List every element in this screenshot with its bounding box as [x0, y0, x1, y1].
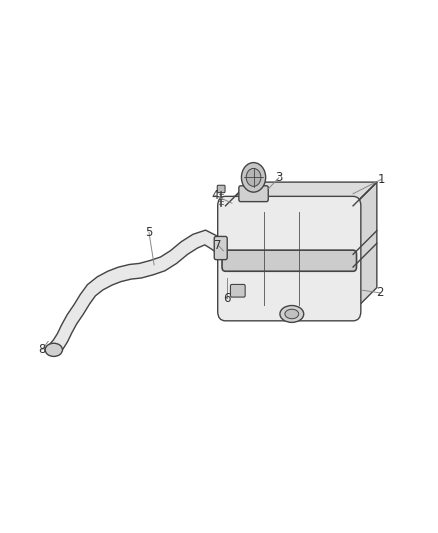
FancyBboxPatch shape — [239, 186, 268, 201]
FancyBboxPatch shape — [222, 250, 357, 271]
Text: 8: 8 — [38, 343, 46, 357]
Text: 7: 7 — [214, 239, 222, 252]
FancyBboxPatch shape — [218, 196, 361, 321]
Text: 2: 2 — [376, 286, 384, 300]
Ellipse shape — [280, 305, 304, 322]
Text: 4: 4 — [211, 189, 219, 202]
Circle shape — [246, 168, 261, 187]
Text: 3: 3 — [275, 172, 283, 184]
FancyBboxPatch shape — [217, 185, 225, 192]
Polygon shape — [49, 230, 229, 355]
Text: 5: 5 — [145, 225, 152, 239]
Ellipse shape — [285, 309, 299, 319]
Ellipse shape — [45, 343, 63, 357]
FancyBboxPatch shape — [214, 237, 227, 260]
FancyBboxPatch shape — [230, 285, 245, 297]
Text: 6: 6 — [223, 292, 230, 305]
Circle shape — [241, 163, 266, 192]
Polygon shape — [353, 182, 377, 311]
Polygon shape — [226, 182, 377, 206]
Text: 1: 1 — [378, 173, 385, 186]
